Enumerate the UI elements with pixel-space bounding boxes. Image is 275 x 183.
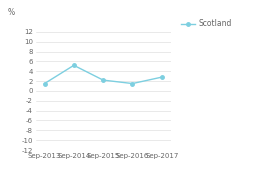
Scotland [101,79,105,81]
Scotland [160,76,163,78]
Y-axis label: %: % [8,8,15,17]
Scotland [72,64,75,66]
Scotland [131,83,134,85]
Scotland [43,83,46,85]
Legend: Scotland: Scotland [181,19,232,28]
Line: Scotland: Scotland [43,64,163,85]
